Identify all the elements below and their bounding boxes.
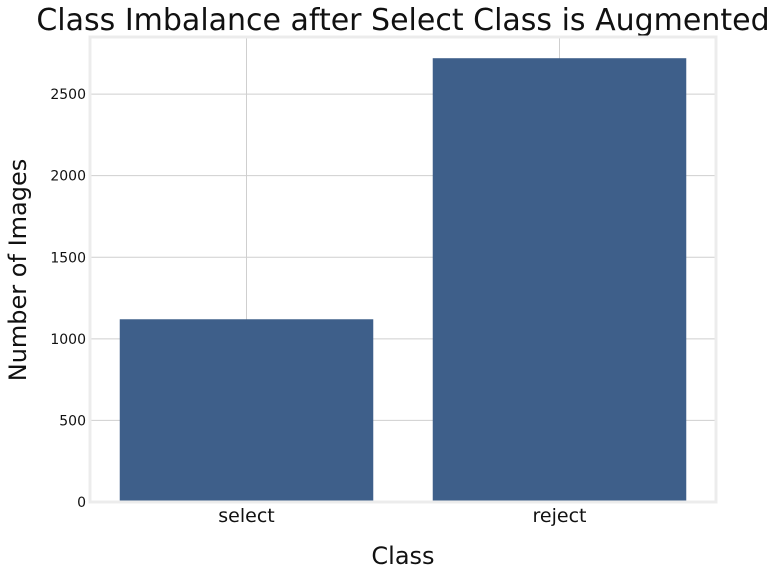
plot-frame: [88, 35, 718, 504]
y-axis-ticks: 0 500 1000 1500 2000 2500: [50, 87, 86, 511]
y-tick-label: 2500: [50, 87, 86, 103]
y-axis-label: Number of Images: [4, 159, 32, 381]
x-axis-label: Class: [371, 542, 434, 570]
bars: [119, 58, 687, 503]
x-axis-ticks: select reject: [218, 505, 586, 527]
y-tick-label: 2000: [50, 169, 86, 185]
y-tick-label: 1000: [50, 332, 86, 348]
x-tick-label: select: [218, 505, 274, 527]
bar-reject: [432, 58, 687, 503]
x-tick-label: reject: [533, 505, 587, 527]
bar-select: [119, 319, 374, 502]
y-tick-label: 1500: [50, 250, 86, 266]
chart-title: Class Imbalance after Select Class is Au…: [36, 3, 769, 38]
y-tick-label: 0: [77, 495, 86, 511]
y-tick-label: 500: [59, 413, 86, 429]
